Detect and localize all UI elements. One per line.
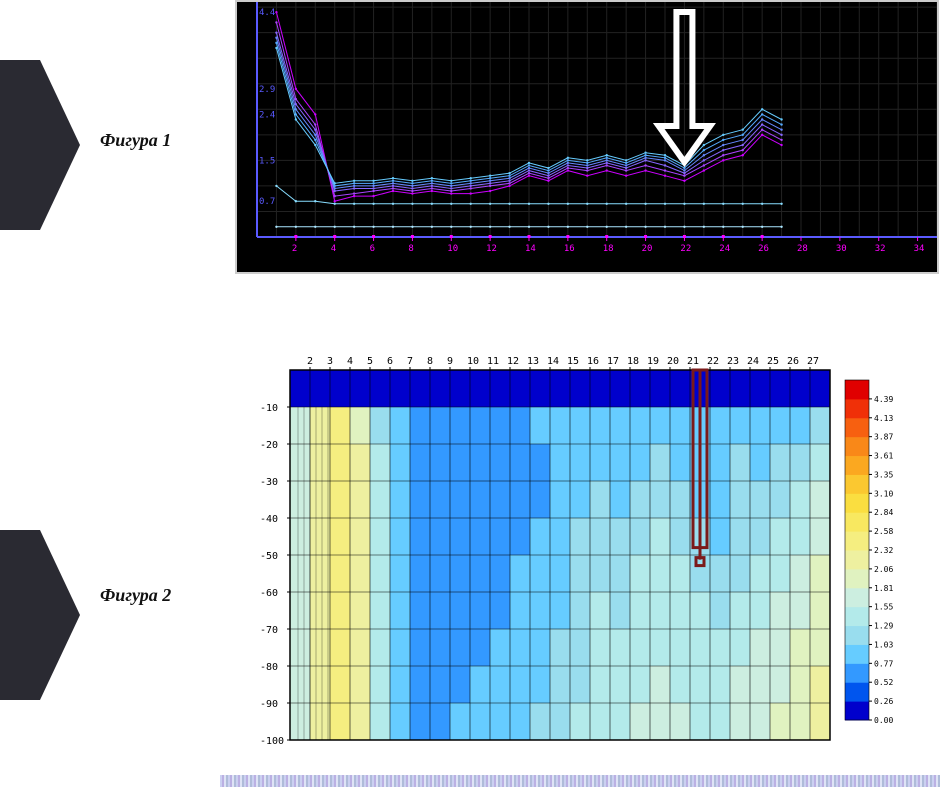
svg-text:2.32: 2.32 [874,546,893,555]
svg-text:19: 19 [647,356,659,367]
svg-text:-20: -20 [260,440,278,451]
svg-text:1.81: 1.81 [874,584,893,593]
svg-text:26: 26 [787,356,799,367]
svg-text:24: 24 [747,356,759,367]
svg-text:2: 2 [292,244,297,254]
svg-text:-90: -90 [260,699,278,710]
svg-text:11: 11 [487,356,499,367]
svg-text:25: 25 [767,356,779,367]
svg-text:23: 23 [727,356,739,367]
svg-text:8: 8 [408,244,413,254]
svg-text:18: 18 [627,356,639,367]
svg-text:3.61: 3.61 [874,452,893,461]
svg-text:22: 22 [707,356,719,367]
svg-text:2: 2 [307,356,313,367]
svg-text:14: 14 [525,244,536,254]
noise-strip [220,775,940,787]
svg-text:22: 22 [680,244,691,254]
svg-text:6: 6 [387,356,393,367]
svg-text:12: 12 [486,244,497,254]
svg-text:6: 6 [370,244,375,254]
svg-text:-100: -100 [260,736,284,747]
svg-text:15: 15 [567,356,579,367]
svg-text:0.00: 0.00 [874,716,893,725]
svg-text:3.87: 3.87 [874,433,893,442]
svg-text:-50: -50 [260,551,278,562]
label-fig2: Фигура 2 [100,585,171,606]
svg-text:1.55: 1.55 [874,603,893,612]
svg-text:-60: -60 [260,588,278,599]
svg-text:34: 34 [914,244,925,254]
svg-text:1.29: 1.29 [874,622,893,631]
svg-text:24: 24 [719,244,730,254]
label-fig1: Фигура 1 [100,130,171,151]
pointer-fig1 [0,60,80,230]
svg-text:3: 3 [327,356,333,367]
svg-text:2.9: 2.9 [259,85,275,95]
svg-text:0.77: 0.77 [874,659,893,668]
svg-text:26: 26 [758,244,769,254]
svg-text:8: 8 [427,356,433,367]
svg-text:18: 18 [603,244,614,254]
svg-text:10: 10 [467,356,479,367]
svg-text:-70: -70 [260,625,278,636]
svg-text:2.4: 2.4 [259,110,275,120]
svg-text:21: 21 [687,356,699,367]
svg-text:27: 27 [807,356,819,367]
svg-text:4.13: 4.13 [874,414,893,423]
svg-text:-80: -80 [260,662,278,673]
svg-text:-30: -30 [260,477,278,488]
svg-text:10: 10 [447,244,458,254]
svg-text:4: 4 [347,356,353,367]
svg-text:0.26: 0.26 [874,697,893,706]
svg-text:32: 32 [875,244,886,254]
chart-2-heatmap: 2345678910111213141516171819202122232425… [235,350,905,755]
svg-text:30: 30 [836,244,847,254]
svg-text:13: 13 [527,356,539,367]
svg-text:3.35: 3.35 [874,470,893,479]
svg-text:20: 20 [667,356,679,367]
svg-text:16: 16 [587,356,599,367]
svg-text:1.03: 1.03 [874,640,893,649]
svg-text:-10: -10 [260,403,278,414]
svg-text:2.06: 2.06 [874,565,893,574]
pointer-fig2 [0,530,80,700]
svg-text:4: 4 [331,244,336,254]
svg-text:-40: -40 [260,514,278,525]
svg-text:12: 12 [507,356,519,367]
svg-text:20: 20 [642,244,653,254]
svg-text:0.52: 0.52 [874,678,893,687]
svg-text:5: 5 [367,356,373,367]
svg-text:2.58: 2.58 [874,527,893,536]
svg-text:9: 9 [447,356,453,367]
svg-text:4.4: 4.4 [259,8,275,18]
svg-text:4.39: 4.39 [874,395,893,404]
svg-text:14: 14 [547,356,559,367]
svg-text:2.84: 2.84 [874,508,893,517]
svg-text:3.10: 3.10 [874,489,893,498]
svg-text:28: 28 [797,244,808,254]
svg-text:0.7: 0.7 [259,197,275,207]
svg-text:17: 17 [607,356,619,367]
svg-text:7: 7 [407,356,413,367]
svg-text:1.5: 1.5 [259,156,275,166]
chart-1-line: 0.71.52.42.94.42468101214161820222426283… [235,0,939,274]
svg-text:16: 16 [564,244,575,254]
